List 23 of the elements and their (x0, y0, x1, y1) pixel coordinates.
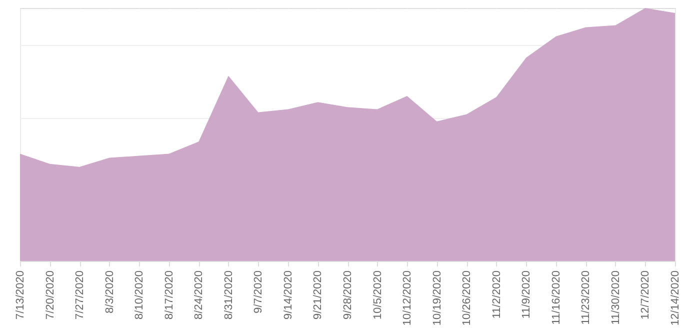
x-tick-label: 8/24/2020 (193, 270, 206, 320)
x-tick-label: 9/28/2020 (342, 270, 354, 320)
x-tick-label: 11/2/2020 (490, 270, 503, 319)
x-tick-label: 10/5/2020 (372, 270, 384, 320)
x-tick-label: 9/21/2020 (312, 270, 324, 320)
x-tick-label: 11/9/2020 (520, 270, 533, 319)
x-tick-label: 12/14/2020 (670, 270, 682, 326)
x-tick-label: 10/12/2020 (402, 270, 414, 326)
x-tick-label: 10/26/2020 (461, 270, 474, 326)
x-tick-label: 8/3/2020 (104, 270, 116, 314)
x-tick-label: 11/23/2020 (580, 270, 592, 325)
x-tick-label: 8/10/2020 (134, 270, 146, 320)
x-tick-label: 11/16/2020 (550, 270, 562, 325)
x-tick-label: 10/19/2020 (431, 270, 444, 326)
x-tick-label: 9/14/2020 (282, 270, 294, 320)
x-tick-label: 12/7/2020 (640, 270, 652, 320)
x-tick-label: 7/13/2020 (14, 270, 26, 320)
x-tick-label: 11/30/2020 (610, 270, 622, 325)
x-tick-label: 7/20/2020 (44, 270, 56, 320)
x-tick-label: 8/17/2020 (163, 270, 176, 320)
x-tick-label: 8/31/2020 (222, 270, 235, 320)
x-tick-label: 9/7/2020 (252, 270, 265, 314)
x-tick-label: 7/27/2020 (74, 270, 86, 320)
